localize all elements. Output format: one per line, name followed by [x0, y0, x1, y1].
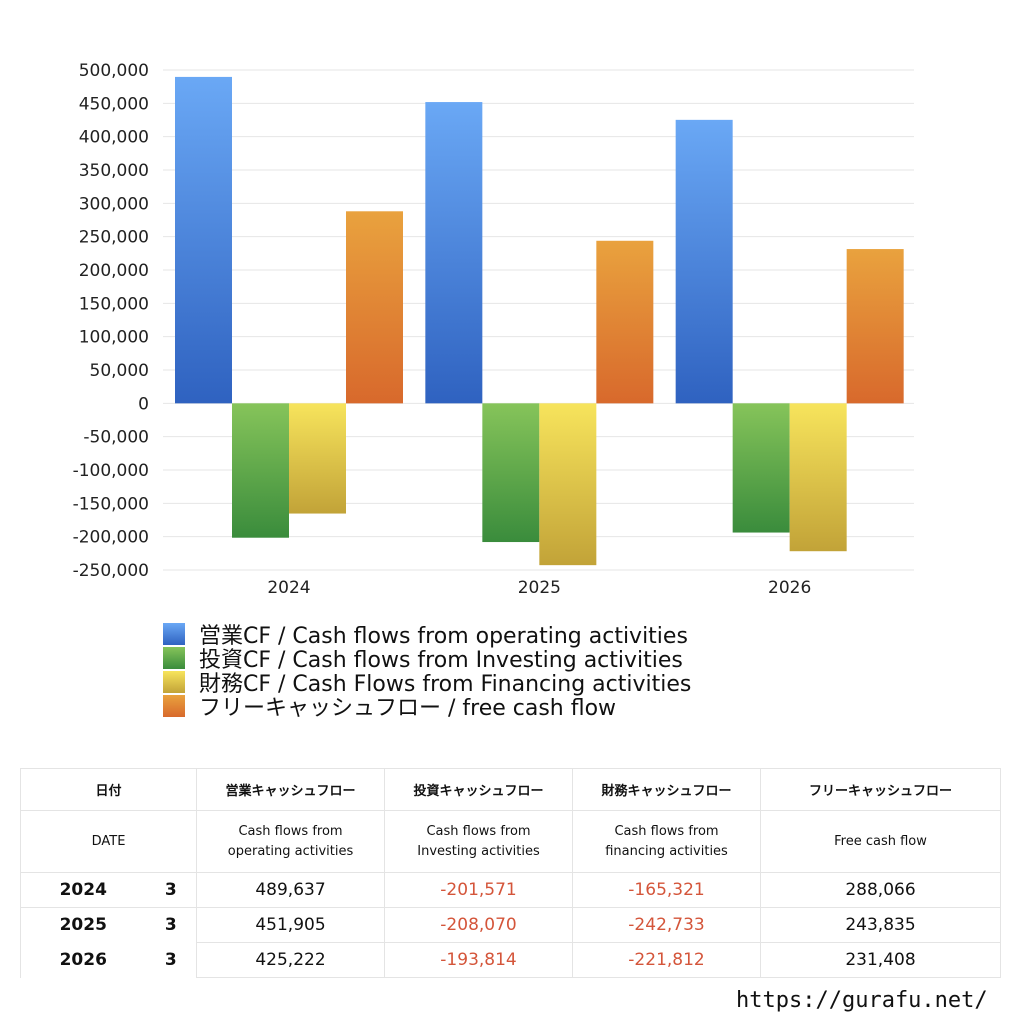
- subheader-date: DATE: [19, 810, 198, 873]
- row-operating: 425,222: [196, 942, 386, 978]
- bar-2025-series-0: [425, 102, 483, 404]
- bar-2025-series-3: [596, 240, 654, 404]
- row-operating: 451,905: [196, 907, 386, 943]
- y-tick-label: 400,000: [79, 128, 149, 148]
- y-tick-label: -200,000: [73, 528, 149, 548]
- bar-2026-series-2: [789, 403, 847, 552]
- header-operating: 営業キャッシュフロー: [196, 768, 386, 811]
- header-free: フリーキャッシュフロー: [760, 768, 1002, 811]
- y-tick-label: 350,000: [79, 161, 149, 181]
- subheader-investing: Cash flows from Investing activities: [384, 810, 574, 873]
- legend-label-financing: 財務CF / Cash Flows from Financing activit…: [199, 672, 692, 697]
- y-tick-label: 200,000: [79, 261, 149, 281]
- y-tick-label: -100,000: [73, 461, 149, 481]
- row-free: 288,066: [760, 872, 1002, 908]
- legend-item-operating: 営業CF / Cash flows from operating activit…: [163, 622, 691, 649]
- bar-2024-series-2: [289, 403, 346, 514]
- y-tick-label: -150,000: [73, 494, 149, 514]
- row-free: 243,835: [760, 907, 1002, 943]
- row-investing: -201,571: [384, 872, 574, 908]
- bar-2026-series-0: [675, 119, 733, 404]
- y-tick-label: -250,000: [73, 561, 149, 581]
- row-year: 2025: [20, 907, 146, 943]
- row-financing: -242,733: [572, 907, 762, 943]
- bar-2024-series-3: [346, 211, 403, 404]
- y-tick-label: 500,000: [79, 61, 149, 81]
- legend-swatch-operating: [163, 623, 185, 645]
- y-tick-label: 450,000: [79, 94, 149, 114]
- row-investing: -193,814: [384, 942, 574, 978]
- legend-swatch-free: [163, 695, 185, 717]
- y-tick-label: -50,000: [83, 428, 149, 448]
- legend-label-free: フリーキャッシュフロー / free cash flow: [199, 696, 617, 721]
- row-financing: -221,812: [572, 942, 762, 978]
- legend: 営業CF / Cash flows from operating activit…: [163, 622, 691, 721]
- row-free: 231,408: [760, 942, 1002, 978]
- row-financing: -165,321: [572, 872, 762, 908]
- table-subheader-row: DATE Cash flows from operating activitie…: [19, 810, 1002, 873]
- table-row: 2024 3 489,637 -201,571 -165,321 288,066: [20, 872, 1002, 908]
- row-month: 3: [145, 942, 198, 978]
- table-header-row: 日付 営業キャッシュフロー 投資キャッシュフロー 財務キャッシュフロー フリーキ…: [19, 768, 1002, 811]
- row-year: 2026: [20, 942, 146, 978]
- y-tick-label: 300,000: [79, 194, 149, 214]
- y-tick-label: 100,000: [79, 328, 149, 348]
- header-financing: 財務キャッシュフロー: [572, 768, 762, 811]
- cash-flow-bar-chart: 500,000 450,000 400,000 350,000 300,000 250,0…: [73, 61, 914, 598]
- row-month: 3: [145, 872, 198, 908]
- table-row: 2025 3 451,905 -208,070 -242,733 243,835: [20, 907, 1002, 943]
- table-row: 2026 3 425,222 -193,814 -221,812 231,408: [20, 942, 1002, 978]
- subheader-free: Free cash flow: [760, 810, 1002, 873]
- bar-2025-series-1: [482, 403, 540, 543]
- y-tick-label: 0: [138, 394, 149, 414]
- subheader-operating: Cash flows from operating activities: [196, 810, 386, 873]
- header-date: 日付: [19, 768, 198, 811]
- legend-swatch-investing: [163, 647, 185, 669]
- bar-2024-series-0: [175, 76, 232, 404]
- bar-2025-series-2: [539, 403, 597, 566]
- y-tick-label: 50,000: [90, 361, 149, 381]
- bar-2024-series-1: [232, 403, 289, 538]
- legend-item-investing: 投資CF / Cash flows from Investing activit…: [163, 646, 691, 673]
- legend-label-operating: 営業CF / Cash flows from operating activit…: [199, 624, 688, 649]
- y-tick-label: 250,000: [79, 228, 149, 248]
- row-operating: 489,637: [196, 872, 386, 908]
- bar-2026-series-1: [732, 403, 790, 533]
- legend-item-financing: 財務CF / Cash Flows from Financing activit…: [163, 670, 691, 697]
- x-category-label: 2024: [267, 578, 310, 598]
- legend-label-investing: 投資CF / Cash flows from Investing activit…: [199, 648, 683, 673]
- subheader-financing: Cash flows from financing activities: [572, 810, 762, 873]
- x-category-label: 2025: [518, 578, 561, 598]
- row-year: 2024: [20, 872, 146, 908]
- row-month: 3: [145, 907, 198, 943]
- bars: [175, 76, 904, 566]
- bar-2026-series-3: [846, 249, 904, 404]
- header-investing: 投資キャッシュフロー: [384, 768, 574, 811]
- y-tick-label: 150,000: [79, 294, 149, 314]
- site-url[interactable]: https://gurafu.net/: [736, 988, 988, 1013]
- legend-swatch-financing: [163, 671, 185, 693]
- x-category-label: 2026: [768, 578, 811, 598]
- row-investing: -208,070: [384, 907, 574, 943]
- legend-item-free: フリーキャッシュフロー / free cash flow: [163, 694, 691, 721]
- axis-labels: 500,000 450,000 400,000 350,000 300,000 250,0…: [73, 61, 812, 598]
- cash-flow-table: 日付 営業キャッシュフロー 投資キャッシュフロー 財務キャッシュフロー フリーキ…: [19, 768, 1002, 978]
